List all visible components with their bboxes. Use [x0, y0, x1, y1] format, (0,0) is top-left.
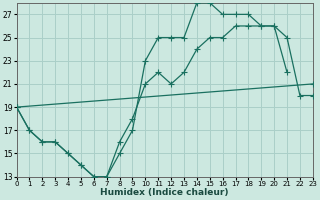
X-axis label: Humidex (Indice chaleur): Humidex (Indice chaleur)	[100, 188, 229, 197]
